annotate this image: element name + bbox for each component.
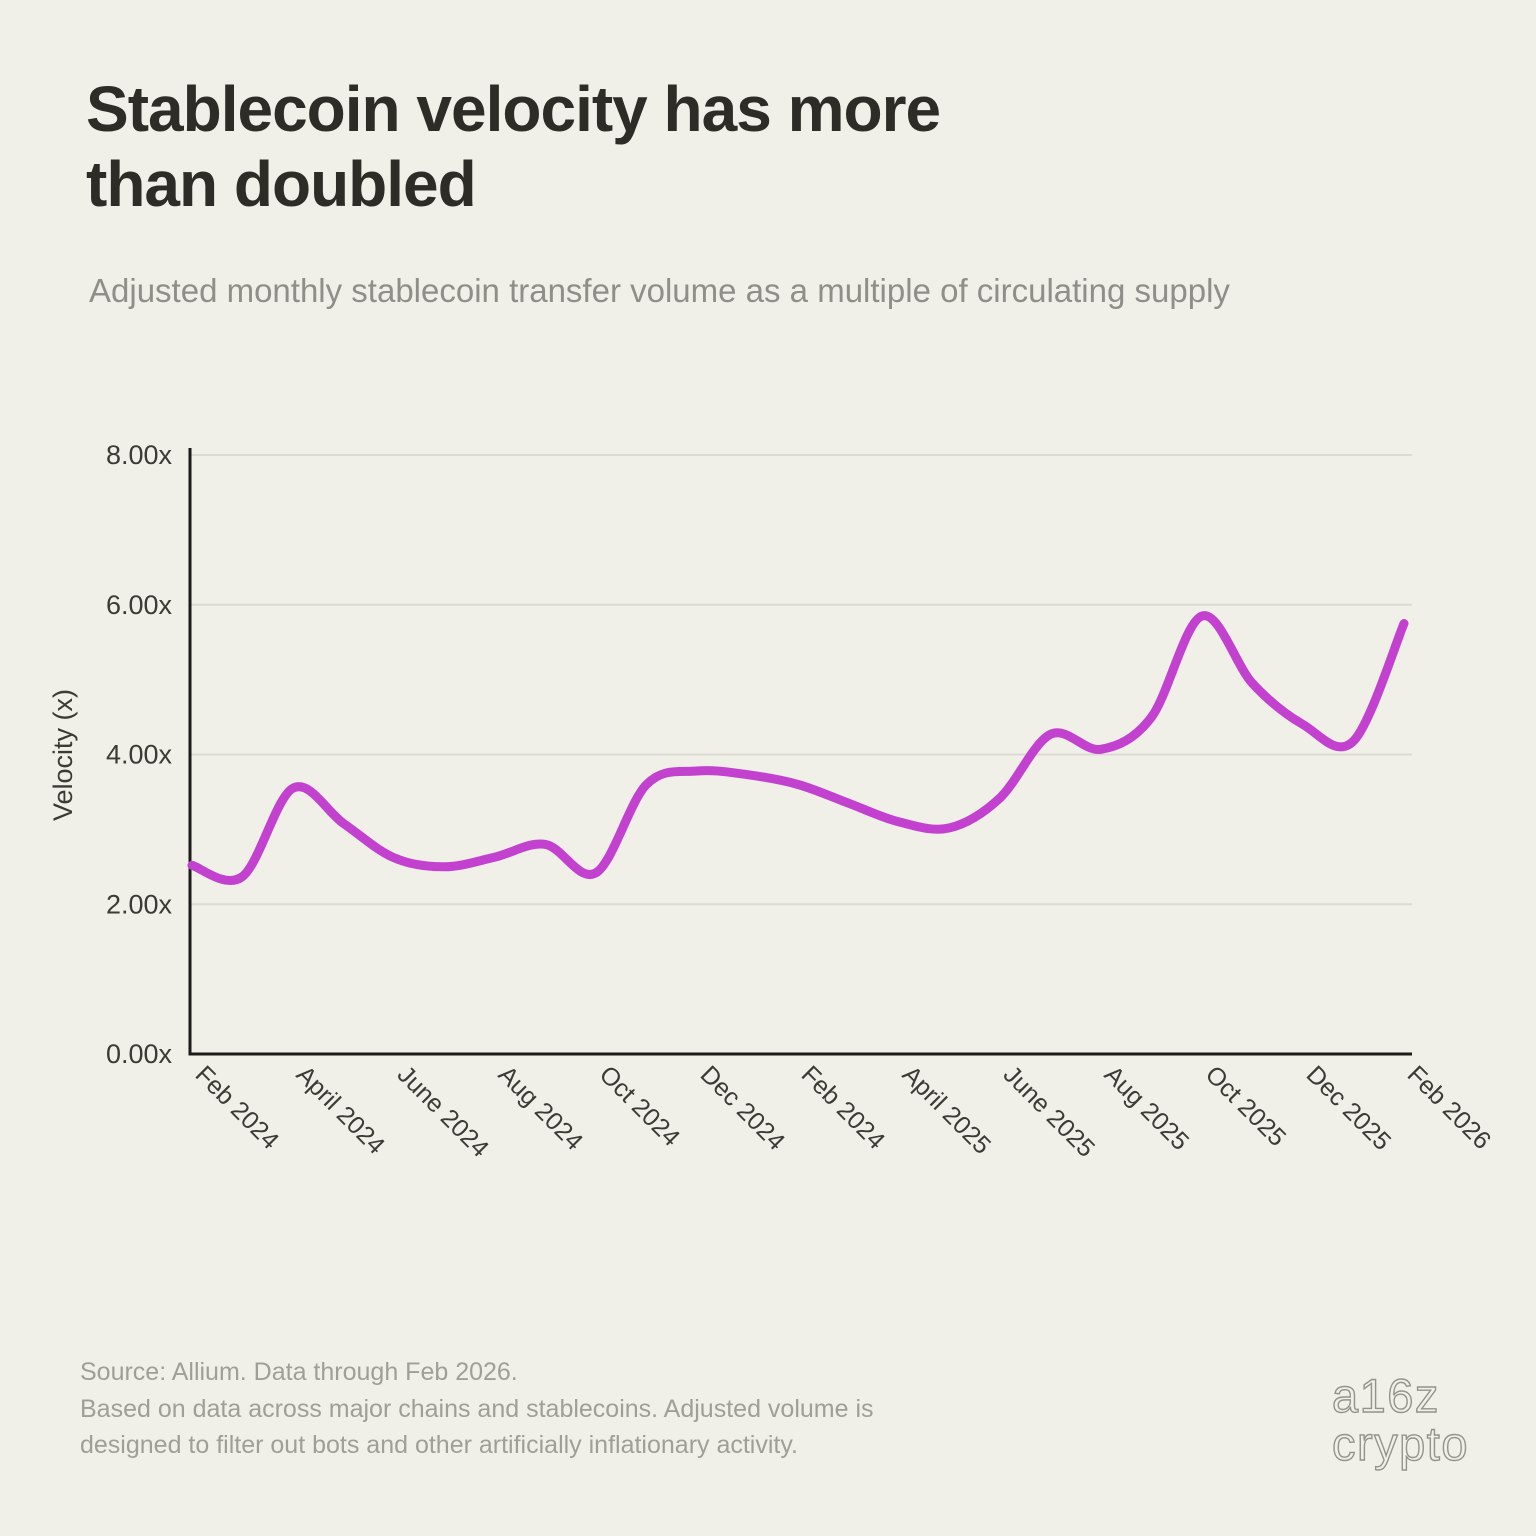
y-tick-label: 4.00x [106,740,173,770]
source-note-line: Based on data across major chains and st… [80,1394,874,1423]
x-tick-label: Aug 2024 [493,1060,589,1156]
x-tick-label: Dec 2025 [1301,1060,1396,1155]
chart-subtitle: Adjusted monthly stablecoin transfer vol… [89,272,1230,309]
x-tick-label: Aug 2025 [1099,1060,1194,1155]
x-tick-label: Dec 2024 [695,1060,791,1156]
source-note-line: designed to filter out bots and other ar… [80,1431,798,1459]
y-tick-label: 6.00x [106,590,173,620]
chart-title: Stablecoin velocity has more than doubled [86,72,1186,222]
x-tick-label: June 2024 [392,1060,494,1162]
logo-line-crypto: crypto [1331,1416,1469,1470]
x-tick-label: Feb 2026 [1402,1060,1496,1154]
chart-title-line1: Stablecoin velocity has more [86,73,941,145]
x-tick-label: April 2025 [897,1060,996,1159]
y-tick-label: 0.00x [106,1039,173,1069]
x-tick-label: Oct 2025 [1200,1060,1292,1152]
source-note: Source: Allium. Data through Feb 2026. Ba… [80,1354,874,1464]
x-tick-label: June 2025 [998,1060,1100,1162]
x-tick-label: April 2024 [291,1060,390,1159]
a16z-crypto-logo: a16z crypto [1331,1369,1469,1470]
x-tick-label: Oct 2024 [594,1060,686,1152]
source-note-line: Source: Allium. Data through Feb 2026. [80,1358,518,1386]
logo-line-a16z: a16z [1331,1369,1440,1422]
x-tick-label: Feb 2024 [796,1060,891,1155]
velocity-line [187,611,1409,885]
x-tick-label: Feb 2024 [190,1060,285,1155]
chart-title-line2: than doubled [86,147,477,220]
y-axis-title: Velocity (x) [48,689,78,821]
y-tick-label: 2.00x [106,889,173,919]
y-tick-label: 8.00x [106,440,173,470]
